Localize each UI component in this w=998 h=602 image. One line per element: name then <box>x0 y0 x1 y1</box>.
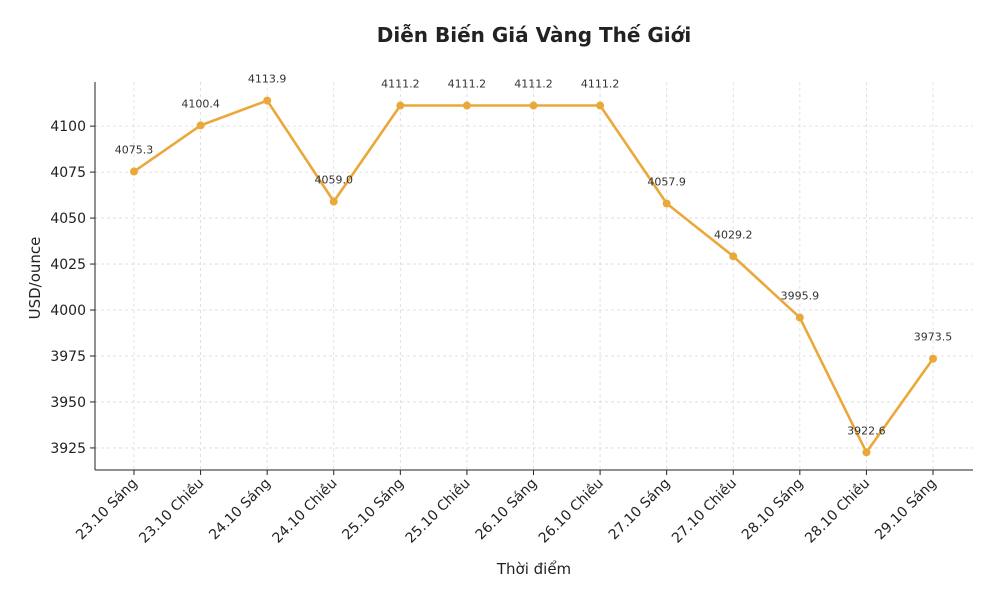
x-tick-label: 26.10 Sáng <box>473 476 541 544</box>
y-tick-label: 4000 <box>50 303 86 319</box>
data-label: 4059.0 <box>315 174 354 187</box>
data-label: 3922.6 <box>847 424 886 437</box>
data-label: 4057.9 <box>647 176 686 189</box>
data-point <box>462 101 471 110</box>
x-tick-label: 24.10 Chiều <box>269 475 341 547</box>
data-label: 4111.2 <box>381 78 420 91</box>
data-point <box>662 199 671 208</box>
y-tick-label: 4100 <box>50 119 86 135</box>
grid <box>95 82 973 470</box>
data-label: 4029.2 <box>714 228 753 241</box>
x-tick-label: 29.10 Sáng <box>872 476 940 544</box>
data-label: 3995.9 <box>781 290 820 303</box>
x-axis-label: Thời điểm <box>496 560 571 578</box>
data-point <box>529 101 538 110</box>
y-tick-label: 3975 <box>50 349 86 365</box>
chart-title: Diễn Biến Giá Vàng Thế Giới <box>377 23 692 47</box>
data-label: 4075.3 <box>115 144 154 157</box>
data-point <box>729 252 738 261</box>
data-point <box>329 197 338 206</box>
x-tick-label: 25.10 Chiều <box>402 475 474 547</box>
y-axis-label: USD/ounce <box>26 237 44 320</box>
data-label: 4111.2 <box>448 78 487 91</box>
data-point <box>596 101 605 110</box>
x-tick-label: 23.10 Sáng <box>73 476 141 544</box>
y-tick-label: 3950 <box>50 395 86 411</box>
y-tick-label: 4025 <box>50 257 86 273</box>
x-tick-label: 28.10 Chiều <box>801 475 873 547</box>
data-point <box>862 448 871 457</box>
y-tick-label: 4050 <box>50 211 86 227</box>
data-point <box>396 101 405 110</box>
x-tick-label: 27.10 Sáng <box>606 476 674 544</box>
x-tick-label: 23.10 Chiều <box>136 475 208 547</box>
x-tick-label: 27.10 Chiều <box>668 475 740 547</box>
data-label: 3973.5 <box>914 331 953 344</box>
axes <box>94 82 973 471</box>
data-label: 4113.9 <box>248 73 287 86</box>
data-label: 4111.2 <box>514 78 553 91</box>
data-point <box>130 167 138 176</box>
x-tick-label: 25.10 Sáng <box>339 476 407 544</box>
y-ticks: 3925 3950 3975 4000 4025 4050 4075 4100 <box>50 119 95 457</box>
data-label: 4111.2 <box>581 78 620 91</box>
data-point <box>929 354 937 363</box>
data-point <box>263 96 272 105</box>
y-tick-label: 3925 <box>50 441 86 457</box>
x-tick-label: 24.10 Sáng <box>206 476 274 544</box>
data-point <box>196 121 205 130</box>
data-labels: 4075.3 4100.4 4113.9 4059.0 4111.2 4111.2 4111… <box>115 73 953 438</box>
x-tick-label: 26.10 Chiều <box>535 475 607 547</box>
y-tick-label: 4075 <box>50 165 86 181</box>
x-tick-label: 28.10 Sáng <box>739 476 807 544</box>
data-label: 4100.4 <box>181 97 220 110</box>
series <box>130 96 937 457</box>
data-point <box>795 313 804 322</box>
